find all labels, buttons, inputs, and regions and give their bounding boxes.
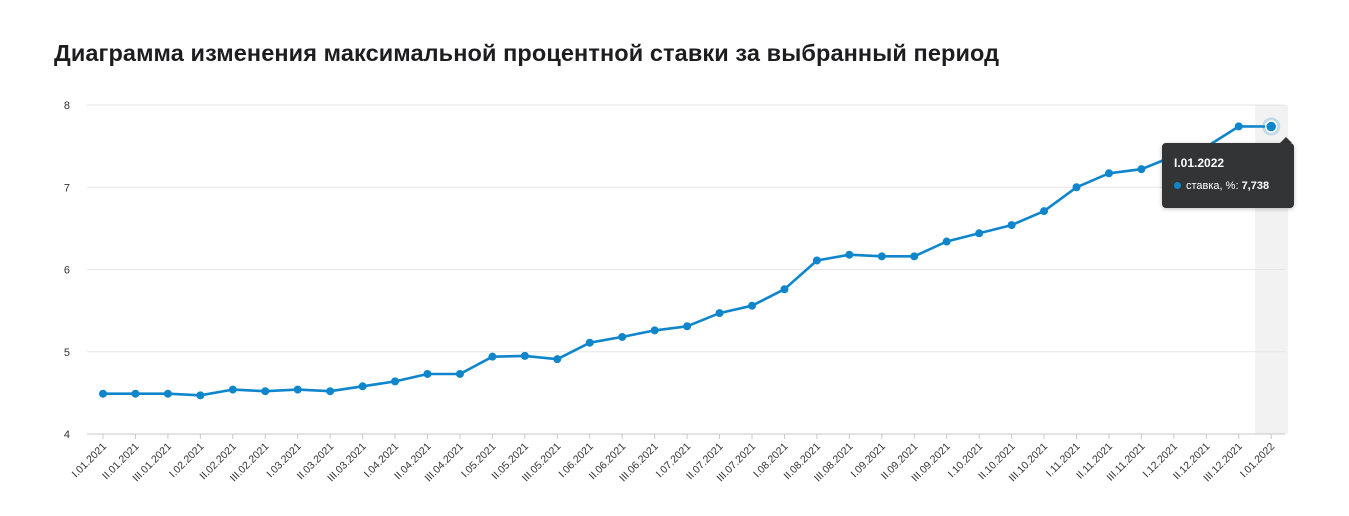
data-point[interactable]: [391, 377, 400, 386]
data-point[interactable]: [618, 332, 627, 341]
data-point[interactable]: [877, 252, 886, 261]
x-axis: I.01.2021II.01.2021III.01.2021I.02.2021I…: [70, 434, 1278, 484]
tooltip-date: I.01.2022: [1174, 156, 1225, 170]
grid-lines: [87, 104, 1285, 435]
data-point[interactable]: [1137, 165, 1146, 174]
data-point[interactable]: [131, 389, 140, 398]
data-point[interactable]: [683, 322, 692, 331]
y-tick-label: 8: [64, 100, 70, 112]
data-point[interactable]: [553, 355, 562, 364]
data-point[interactable]: [845, 250, 854, 259]
data-point[interactable]: [196, 391, 205, 400]
data-point[interactable]: [520, 351, 529, 360]
data-point[interactable]: [261, 387, 270, 396]
data-point[interactable]: [293, 385, 302, 394]
data-point[interactable]: [326, 387, 335, 396]
data-point[interactable]: [650, 326, 659, 335]
y-tick-label: 6: [64, 265, 70, 277]
data-point[interactable]: [1040, 207, 1049, 216]
data-point[interactable]: [975, 229, 984, 238]
data-point[interactable]: [910, 252, 919, 261]
tooltip: I.01.2022 ставка, %: 7,738: [1162, 143, 1294, 208]
data-point[interactable]: [1104, 169, 1113, 178]
data-point[interactable]: [812, 256, 821, 265]
data-point[interactable]: [748, 301, 756, 310]
data-point[interactable]: [228, 385, 237, 394]
data-point[interactable]: [1072, 183, 1081, 192]
data-point[interactable]: [455, 369, 464, 378]
data-point-active[interactable]: [1264, 120, 1278, 133]
data-point[interactable]: [585, 338, 594, 347]
data-point[interactable]: [358, 382, 367, 391]
tooltip-value: 7,738: [1241, 180, 1270, 192]
data-point[interactable]: [488, 352, 497, 361]
y-axis-ticks: 4 5 6 7 8: [64, 100, 70, 441]
chart-title: Диаграмма изменения максимальной процент…: [54, 40, 1000, 66]
data-point[interactable]: [780, 285, 789, 294]
y-tick-label: 4: [64, 429, 70, 441]
tooltip-series-label: ставка, %:: [1186, 180, 1239, 192]
x-tick-label: I.01.2022: [1238, 441, 1278, 481]
data-point[interactable]: [1234, 122, 1243, 131]
data-point[interactable]: [99, 389, 107, 398]
data-point[interactable]: [942, 237, 951, 246]
data-point[interactable]: [715, 309, 724, 318]
data-point[interactable]: [423, 369, 432, 378]
data-points[interactable]: [99, 117, 1281, 400]
y-tick-label: 5: [64, 347, 70, 359]
tooltip-series-dot: [1174, 181, 1181, 189]
tooltip-row: ставка, %: 7,738: [1174, 180, 1269, 192]
y-tick-label: 7: [64, 182, 70, 194]
series-line-rate: [101, 125, 1273, 397]
data-point[interactable]: [1007, 221, 1016, 230]
data-point[interactable]: [163, 389, 172, 398]
tooltip-arrow: [1280, 137, 1292, 143]
